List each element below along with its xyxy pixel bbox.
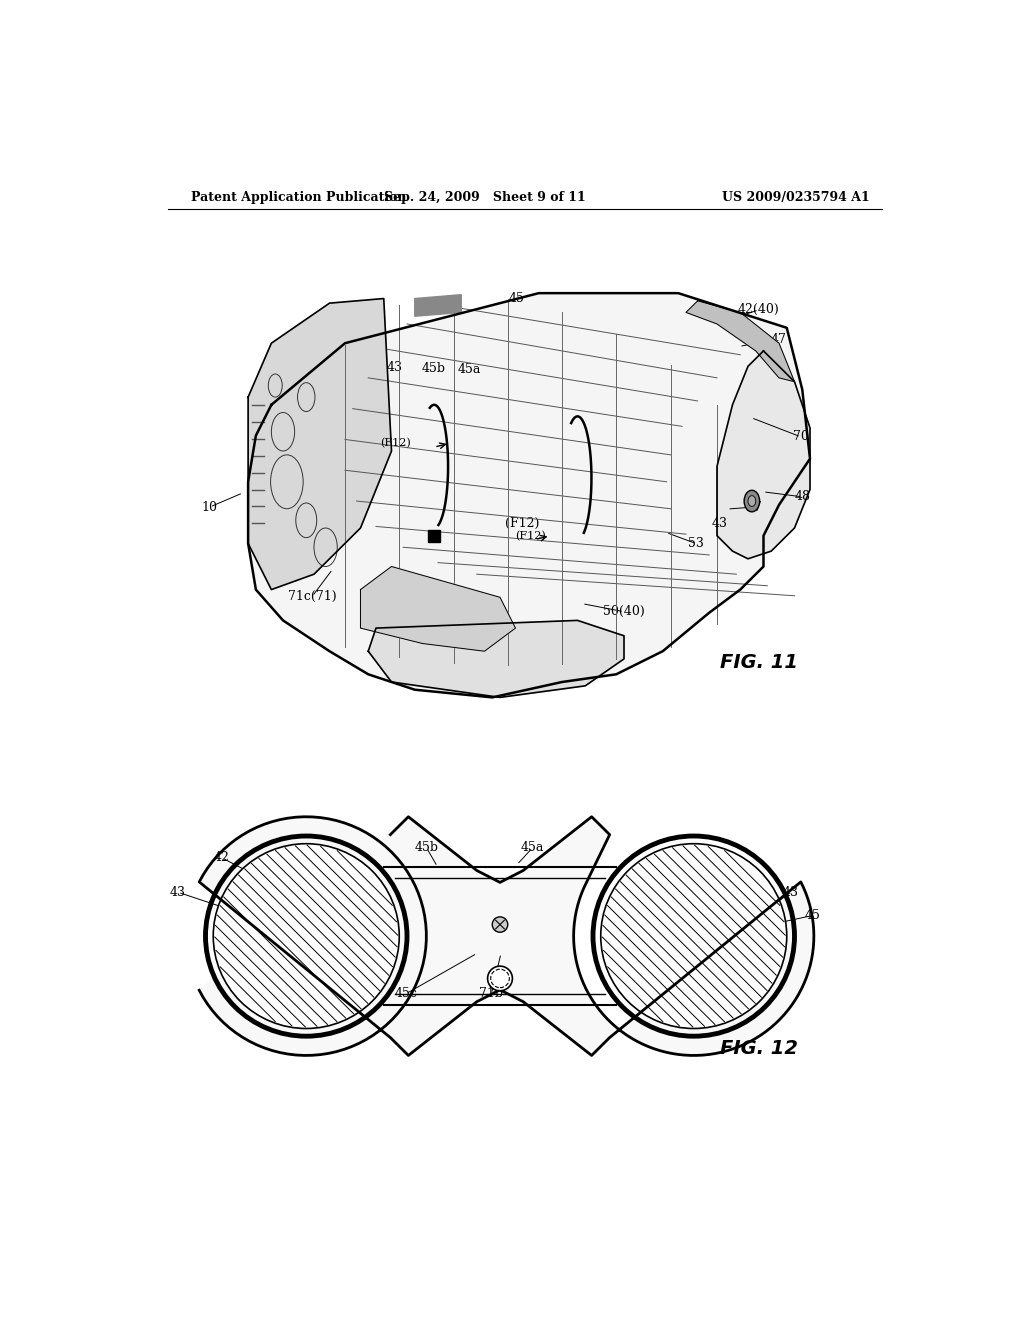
Text: 45c: 45c bbox=[318, 380, 342, 393]
Polygon shape bbox=[200, 817, 814, 1056]
Circle shape bbox=[487, 966, 512, 991]
Circle shape bbox=[604, 847, 783, 1024]
Text: 70: 70 bbox=[793, 430, 809, 444]
Text: Patent Application Publication: Patent Application Publication bbox=[191, 190, 407, 203]
Text: 43: 43 bbox=[387, 362, 402, 375]
Text: 10: 10 bbox=[202, 500, 218, 513]
Polygon shape bbox=[248, 298, 391, 590]
Text: (F12): (F12) bbox=[505, 517, 540, 529]
Text: 42(40): 42(40) bbox=[738, 304, 780, 317]
Circle shape bbox=[213, 843, 399, 1028]
Polygon shape bbox=[415, 294, 461, 317]
Text: FIG. 12: FIG. 12 bbox=[720, 1039, 798, 1059]
Text: Sep. 24, 2009   Sheet 9 of 11: Sep. 24, 2009 Sheet 9 of 11 bbox=[384, 190, 586, 203]
Text: (F12): (F12) bbox=[515, 531, 546, 541]
Text: 46: 46 bbox=[253, 408, 269, 421]
Text: FIG. 11: FIG. 11 bbox=[720, 653, 798, 672]
Polygon shape bbox=[369, 620, 624, 697]
Text: (F12): (F12) bbox=[355, 384, 389, 397]
Text: 43: 43 bbox=[712, 517, 727, 529]
Polygon shape bbox=[360, 566, 515, 651]
Text: 45: 45 bbox=[804, 909, 820, 923]
Text: 52: 52 bbox=[481, 619, 497, 632]
Text: 72: 72 bbox=[291, 376, 306, 389]
Text: 47: 47 bbox=[771, 333, 786, 346]
Ellipse shape bbox=[744, 490, 760, 512]
Text: US 2009/0235794 A1: US 2009/0235794 A1 bbox=[722, 190, 870, 203]
Circle shape bbox=[493, 917, 508, 932]
Text: 43: 43 bbox=[782, 886, 799, 899]
Text: 71b: 71b bbox=[479, 987, 504, 1001]
Ellipse shape bbox=[748, 496, 756, 507]
Text: 71b: 71b bbox=[321, 367, 345, 380]
Polygon shape bbox=[428, 529, 440, 543]
Polygon shape bbox=[686, 301, 795, 381]
Text: 53: 53 bbox=[688, 537, 705, 550]
Text: 57: 57 bbox=[746, 500, 762, 513]
Text: 45b: 45b bbox=[422, 362, 445, 375]
Text: 48: 48 bbox=[795, 490, 811, 503]
Text: 45b: 45b bbox=[415, 841, 438, 854]
Text: 45: 45 bbox=[509, 292, 525, 305]
Text: 42: 42 bbox=[214, 851, 229, 865]
Text: 45a: 45a bbox=[458, 363, 481, 376]
Polygon shape bbox=[717, 351, 810, 558]
Text: 43: 43 bbox=[170, 886, 186, 899]
Text: 71c(71): 71c(71) bbox=[288, 590, 337, 603]
Text: (F12): (F12) bbox=[380, 438, 411, 449]
Text: 50(40): 50(40) bbox=[603, 605, 645, 618]
Text: 45c: 45c bbox=[394, 987, 417, 1001]
Circle shape bbox=[601, 843, 786, 1028]
Text: 45a: 45a bbox=[521, 841, 545, 854]
Circle shape bbox=[217, 847, 395, 1024]
Polygon shape bbox=[248, 293, 810, 697]
